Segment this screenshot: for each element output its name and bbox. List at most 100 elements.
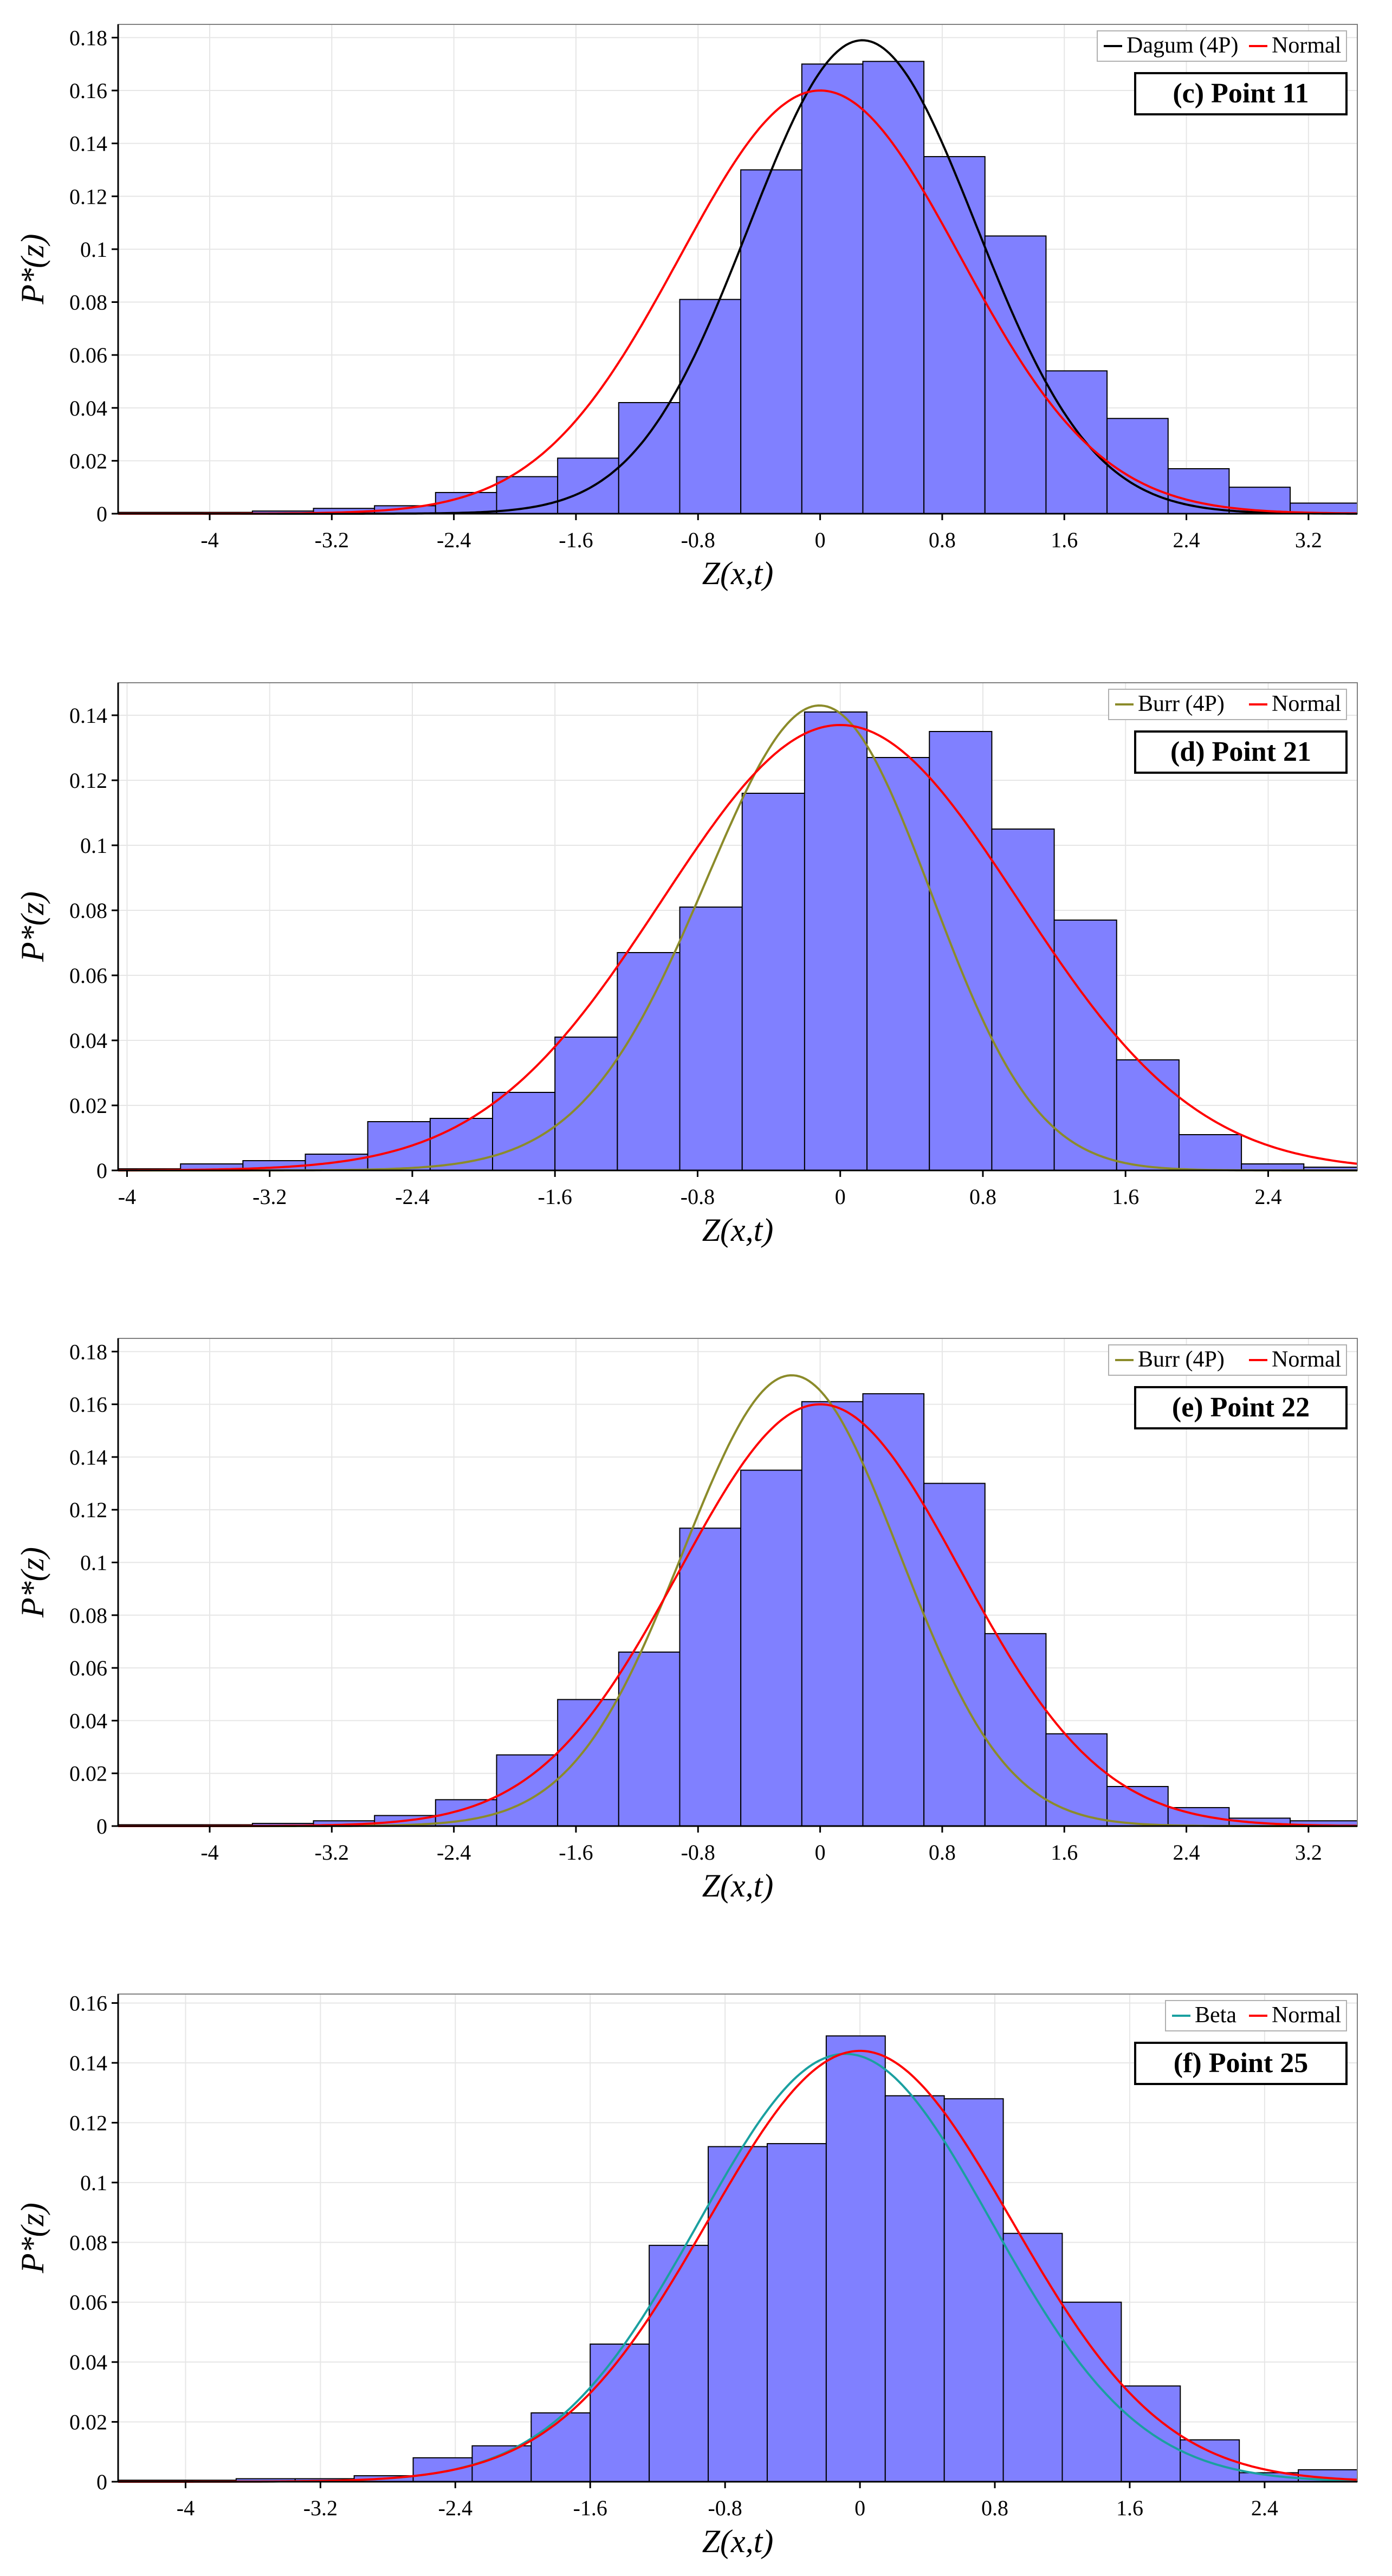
legend-box (1108, 689, 1347, 720)
y-axis-title: P*(z) (15, 2203, 50, 2274)
legend: Dagum (4P) Normal (1097, 30, 1347, 62)
y-axis-title: P*(z) (15, 234, 50, 305)
y-tick-label: 0.02 (69, 449, 107, 473)
x-tick-label: -2.4 (437, 528, 471, 552)
y-tick-label: 0.14 (69, 2051, 107, 2075)
y-tick-label: 0.06 (69, 2290, 107, 2315)
histogram-bar (923, 156, 986, 514)
panel-label-text: (d) Point 21 (1170, 736, 1311, 767)
x-tick-label: 2.4 (1254, 1185, 1281, 1209)
chart-panel-1: 0 0.02 0.04 0.06 0.08 0.1 0.12 0.14 -4 -3.2 -2.4 -1… (15, 682, 1358, 1248)
histogram-bar (884, 2095, 945, 2482)
y-tick-label: 0.02 (69, 1762, 107, 1786)
y-tick-label: 0.02 (69, 2410, 107, 2435)
legend-entry: Normal (1272, 691, 1341, 716)
histogram-bar (1045, 1733, 1108, 1827)
x-tick-label: -3.2 (303, 2496, 338, 2520)
histogram-bar (825, 2035, 886, 2482)
x-tick-label: 1.6 (1051, 1840, 1078, 1865)
x-tick-label: 2.4 (1251, 2496, 1278, 2520)
y-tick-label: 0 (96, 502, 107, 526)
y-tick-label: 0.12 (69, 2111, 107, 2135)
panel-label: (d) Point 21 (1134, 730, 1348, 774)
y-tick-label: 0.04 (69, 1028, 107, 1053)
histogram-bar (554, 1037, 618, 1171)
x-tick-label: 0.8 (929, 528, 956, 552)
y-tick-label: 0.18 (69, 25, 107, 50)
histogram-bar (1053, 920, 1117, 1171)
x-tick-label: -4 (118, 1185, 136, 1209)
histogram-bar (1116, 1059, 1180, 1171)
histogram-bar (923, 1483, 986, 1827)
y-tick-label: 0 (96, 1158, 107, 1183)
x-tick-label: -2.4 (437, 1840, 471, 1865)
x-tick-label: -3.2 (315, 1840, 349, 1865)
panel-label: (c) Point 11 (1134, 72, 1348, 115)
x-tick-label: -1.6 (559, 528, 593, 552)
panel-label-box (1134, 2042, 1348, 2085)
histogram-bar (1180, 2439, 1240, 2482)
histogram-bar (866, 757, 930, 1171)
histogram-bar (740, 1470, 802, 1827)
x-tick-label: -0.8 (681, 1840, 715, 1865)
y-tick-label: 0.08 (69, 1603, 107, 1628)
y-tick-label: 0.06 (69, 963, 107, 988)
y-tick-label: 0.18 (69, 1339, 107, 1364)
histogram-bar (492, 1092, 556, 1171)
x-tick-label: 2.4 (1173, 528, 1200, 552)
histogram-bar (984, 235, 1047, 514)
histogram-bar (766, 2143, 827, 2483)
x-tick-label: -0.8 (681, 1185, 715, 1209)
chart-panel-2: 0 0.02 0.04 0.06 0.08 0.1 0.12 0.14 0.16 0.18 -4 -3… (15, 1338, 1358, 1904)
fit-curve-normal (118, 723, 1358, 1172)
y-tick-label: 0.1 (80, 1551, 107, 1575)
y-axis-title: P*(z) (15, 1547, 50, 1618)
legend-box (1097, 30, 1347, 62)
x-tick-label: 0.8 (969, 1185, 996, 1209)
x-tick-label: -4 (177, 2496, 195, 2520)
legend: Burr (4P) Normal (1108, 689, 1347, 720)
histogram-bar (617, 952, 681, 1171)
panel-label-box (1134, 1386, 1348, 1429)
y-tick-label: 0.12 (69, 768, 107, 793)
histogram-bar (679, 299, 742, 514)
y-tick-label: 0.12 (69, 1498, 107, 1522)
fit-curve-normal (118, 1403, 1358, 1827)
histogram-bar (471, 2445, 532, 2482)
y-tick-label: 0.04 (69, 2350, 107, 2374)
x-tick-label: -3.2 (252, 1185, 287, 1209)
histogram-bar (991, 829, 1055, 1171)
x-axis-title: Z(x,t) (702, 1212, 774, 1248)
legend-entry: Burr (4P) (1138, 691, 1225, 716)
histogram-bar (804, 711, 868, 1171)
y-tick-label: 0.1 (80, 237, 107, 262)
histogram-bar (1002, 2232, 1063, 2482)
x-tick-label: 1.6 (1112, 1185, 1139, 1209)
legend: Burr (4P) Normal (1108, 1344, 1347, 1376)
x-tick-label: -4 (200, 1840, 218, 1865)
y-tick-label: 0.14 (69, 703, 107, 728)
y-tick-label: 0.16 (69, 1991, 107, 2016)
y-axis-title: P*(z) (15, 891, 50, 962)
x-tick-label: -1.6 (559, 1840, 593, 1865)
legend-entry: Beta (1195, 2003, 1236, 2028)
y-tick-label: 0.12 (69, 184, 107, 209)
x-tick-label: 3.2 (1295, 528, 1322, 552)
histogram-bar (984, 1633, 1047, 1827)
x-tick-label: 0 (815, 528, 826, 552)
histogram-bar (649, 2244, 709, 2483)
histogram-bar (740, 169, 802, 514)
y-tick-label: 0.02 (69, 1093, 107, 1118)
x-tick-label: -4 (200, 528, 218, 552)
y-tick-label: 0.14 (69, 132, 107, 156)
x-tick-label: 3.2 (1295, 1840, 1322, 1865)
chart-panel-0: 0 0.02 0.04 0.06 0.08 0.1 0.12 0.14 0.16 0.18 -4 -3… (15, 24, 1358, 591)
histogram-bar (367, 1121, 431, 1171)
legend: Beta Normal (1165, 2000, 1347, 2031)
y-tick-label: 0.16 (69, 1393, 107, 1417)
legend-entry: Burr (4P) (1138, 1347, 1225, 1372)
x-tick-label: -3.2 (315, 528, 349, 552)
x-tick-label: -2.4 (395, 1185, 429, 1209)
